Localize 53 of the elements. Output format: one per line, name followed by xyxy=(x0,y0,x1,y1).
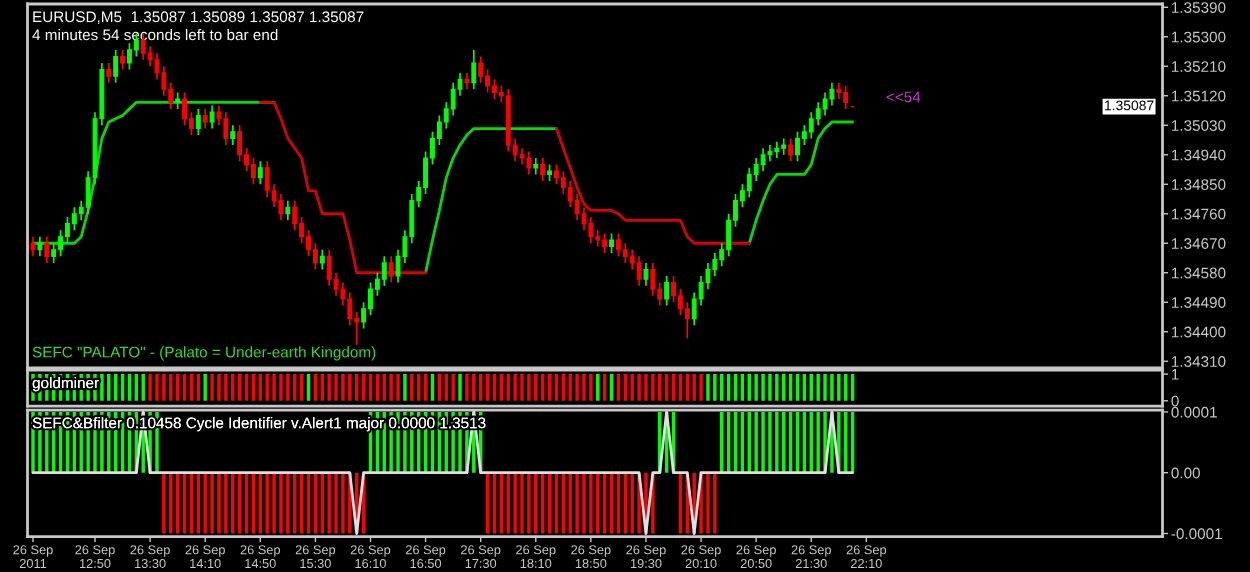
candlestick xyxy=(795,130,800,163)
candlestick xyxy=(622,242,628,264)
candlestick xyxy=(209,104,215,130)
candlestick xyxy=(609,232,614,254)
candlestick xyxy=(381,255,387,287)
candlestick xyxy=(664,275,670,307)
candlestick xyxy=(450,81,456,117)
candlestick xyxy=(306,229,311,258)
candlestick xyxy=(615,232,621,258)
candlestick xyxy=(788,137,794,163)
candlestick xyxy=(684,301,690,340)
candlestick xyxy=(292,199,298,231)
candlestick xyxy=(829,81,835,107)
candlestick xyxy=(643,262,649,287)
candlestick xyxy=(602,232,608,254)
candlestick xyxy=(37,235,43,258)
candlestick xyxy=(843,85,849,110)
candlestick xyxy=(257,160,263,186)
candlestick xyxy=(58,229,64,258)
candlestick xyxy=(574,193,580,222)
candlestick xyxy=(760,147,766,172)
candlestick xyxy=(126,42,132,71)
candlestick xyxy=(636,255,642,287)
candlestick xyxy=(250,157,256,186)
candlestick xyxy=(388,255,394,284)
candlestick xyxy=(650,262,656,297)
candlestick xyxy=(526,150,532,176)
candlestick xyxy=(230,124,236,146)
candlestick xyxy=(237,124,243,163)
candlestick xyxy=(368,281,373,317)
candlestick xyxy=(671,275,676,304)
candlestick xyxy=(540,157,546,182)
candlestick xyxy=(347,291,353,327)
candlestick xyxy=(285,199,291,222)
candlestick xyxy=(106,62,112,84)
candlestick xyxy=(51,242,57,264)
candlestick xyxy=(471,49,477,91)
candlestick xyxy=(120,49,125,71)
candlestick xyxy=(319,248,325,271)
candlestick xyxy=(202,108,208,130)
candlestick xyxy=(113,49,119,84)
candlestick xyxy=(223,111,229,146)
candlestick xyxy=(478,55,484,84)
candlestick xyxy=(71,206,77,231)
candlestick xyxy=(44,235,50,264)
candlestick xyxy=(553,163,559,186)
candlestick xyxy=(182,91,187,127)
candlestick xyxy=(491,78,497,100)
candlestick xyxy=(822,91,828,117)
candlestick xyxy=(264,160,270,199)
candlestick xyxy=(30,235,36,258)
candlestick xyxy=(195,108,201,136)
candlestick xyxy=(312,242,318,271)
